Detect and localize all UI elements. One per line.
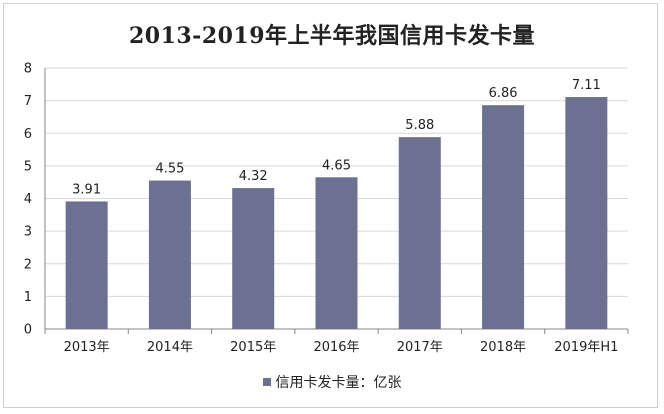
x-tick-label: 2016年 xyxy=(313,340,359,355)
data-label: 4.32 xyxy=(239,169,268,184)
x-tick-label: 2013年 xyxy=(64,340,110,355)
bar xyxy=(565,97,608,329)
data-label: 4.55 xyxy=(155,162,184,177)
data-label: 3.91 xyxy=(72,182,101,197)
data-label: 6.86 xyxy=(489,86,518,101)
x-tick-label: 2019年H1 xyxy=(554,340,618,355)
chart-title: 2013-2019年上半年我国信用卡发卡量 xyxy=(128,23,536,49)
data-label: 5.88 xyxy=(405,118,434,133)
x-tick-label: 2014年 xyxy=(147,340,193,355)
y-tick-label: 8 xyxy=(24,62,32,77)
y-tick-label: 0 xyxy=(24,323,32,338)
y-tick-label: 3 xyxy=(24,225,32,240)
y-tick-label: 2 xyxy=(24,257,32,272)
data-label: 4.65 xyxy=(322,158,351,173)
bars xyxy=(65,97,608,329)
bar xyxy=(232,188,275,329)
y-tick-label: 4 xyxy=(24,192,32,207)
legend-label: 信用卡发卡量：亿张 xyxy=(275,375,402,391)
legend: 信用卡发卡量：亿张 xyxy=(0,372,664,392)
bar xyxy=(398,137,441,329)
bar xyxy=(65,201,108,329)
data-label: 7.11 xyxy=(572,78,601,93)
data-labels: 3.91 4.55 4.32 4.65 5.88 6.86 7.11 xyxy=(72,78,601,197)
y-tick-labels: 0 1 2 3 4 5 6 7 8 xyxy=(24,62,32,338)
x-tick-label: 2015年 xyxy=(230,340,276,355)
y-tick-label: 7 xyxy=(24,94,32,109)
bar xyxy=(482,105,525,329)
bar xyxy=(315,177,358,329)
x-tick-labels: 2013年 2014年 2015年 2016年 2017年 2018年 2019年H1 xyxy=(64,340,619,355)
x-tick-label: 2017年 xyxy=(397,340,443,355)
bar xyxy=(148,180,191,329)
y-tick-label: 1 xyxy=(24,290,32,305)
legend-swatch xyxy=(262,378,271,386)
x-tick-label: 2018年 xyxy=(480,340,526,355)
y-tick-label: 5 xyxy=(24,159,32,174)
y-tick-label: 6 xyxy=(24,127,32,142)
